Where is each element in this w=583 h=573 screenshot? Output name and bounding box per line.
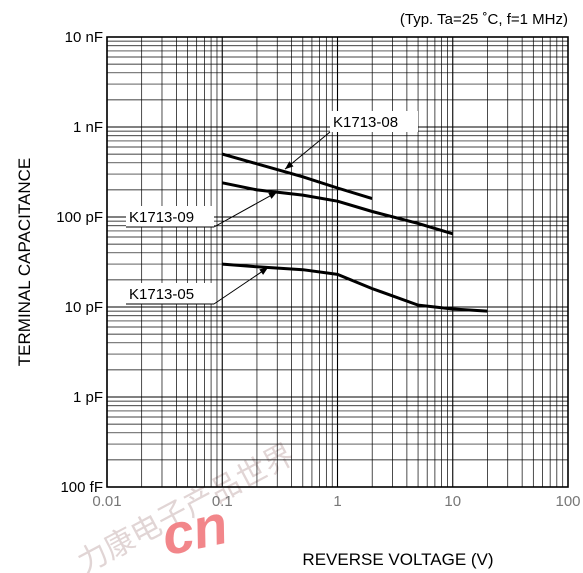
leader-line — [213, 267, 269, 305]
y-tick-label: 1 nF — [73, 119, 103, 136]
y-tick-label: 100 pF — [56, 209, 103, 226]
x-tick-label: 1 — [333, 493, 341, 510]
series-label-background — [126, 206, 214, 227]
series-label: K1713-05 — [129, 286, 194, 303]
series-label-group: K1713-05 — [126, 267, 269, 305]
leader-arrowhead — [268, 191, 278, 199]
watermark-latin-text: cn — [156, 492, 233, 567]
series-label-background — [126, 283, 214, 304]
condition-note: (Typ. Ta=25 ˚C, f=1 MHz) — [400, 11, 568, 28]
plot-frame — [106, 36, 569, 488]
x-tick-label: 0.1 — [212, 493, 233, 510]
leader-arrowhead — [259, 267, 269, 275]
series-label-background — [330, 111, 418, 132]
x-tick-label: 100 — [555, 493, 580, 510]
series-label: K1713-08 — [333, 114, 398, 131]
series-label-group: K1713-09 — [126, 191, 278, 228]
x-tick-label: 10 — [444, 493, 461, 510]
y-tick-label: 1 pF — [73, 389, 103, 406]
series-layer — [221, 152, 488, 313]
x-tick-label: 0.01 — [92, 493, 121, 510]
series-label: K1713-09 — [129, 209, 194, 226]
y-axis-label: TERMINAL CAPACITANCE — [15, 158, 34, 366]
x-axis-label: REVERSE VOLTAGE (V) — [302, 550, 493, 569]
series-line-k1713-08 — [221, 152, 373, 201]
leader-arrowhead — [285, 161, 294, 170]
ticks-layer: 100 fF 1 pF 10 pF 100 pF 1 nF 10 nF 0.01 0.1 1 10… — [56, 29, 580, 510]
label-layer: K1713-08 K1713-09 K1713-05 — [126, 111, 418, 305]
leader-line — [213, 191, 278, 228]
grid — [106, 37, 568, 488]
series-line-k1713-09 — [221, 181, 454, 236]
y-tick-label: 10 nF — [65, 29, 103, 46]
series-line-k1713-05 — [222, 262, 488, 313]
series-label-group: K1713-08 — [284, 111, 418, 170]
leader-line — [284, 131, 331, 170]
plot-border — [106, 36, 569, 488]
y-tick-label: 10 pF — [65, 299, 103, 316]
y-tick-label: 100 fF — [60, 479, 103, 496]
